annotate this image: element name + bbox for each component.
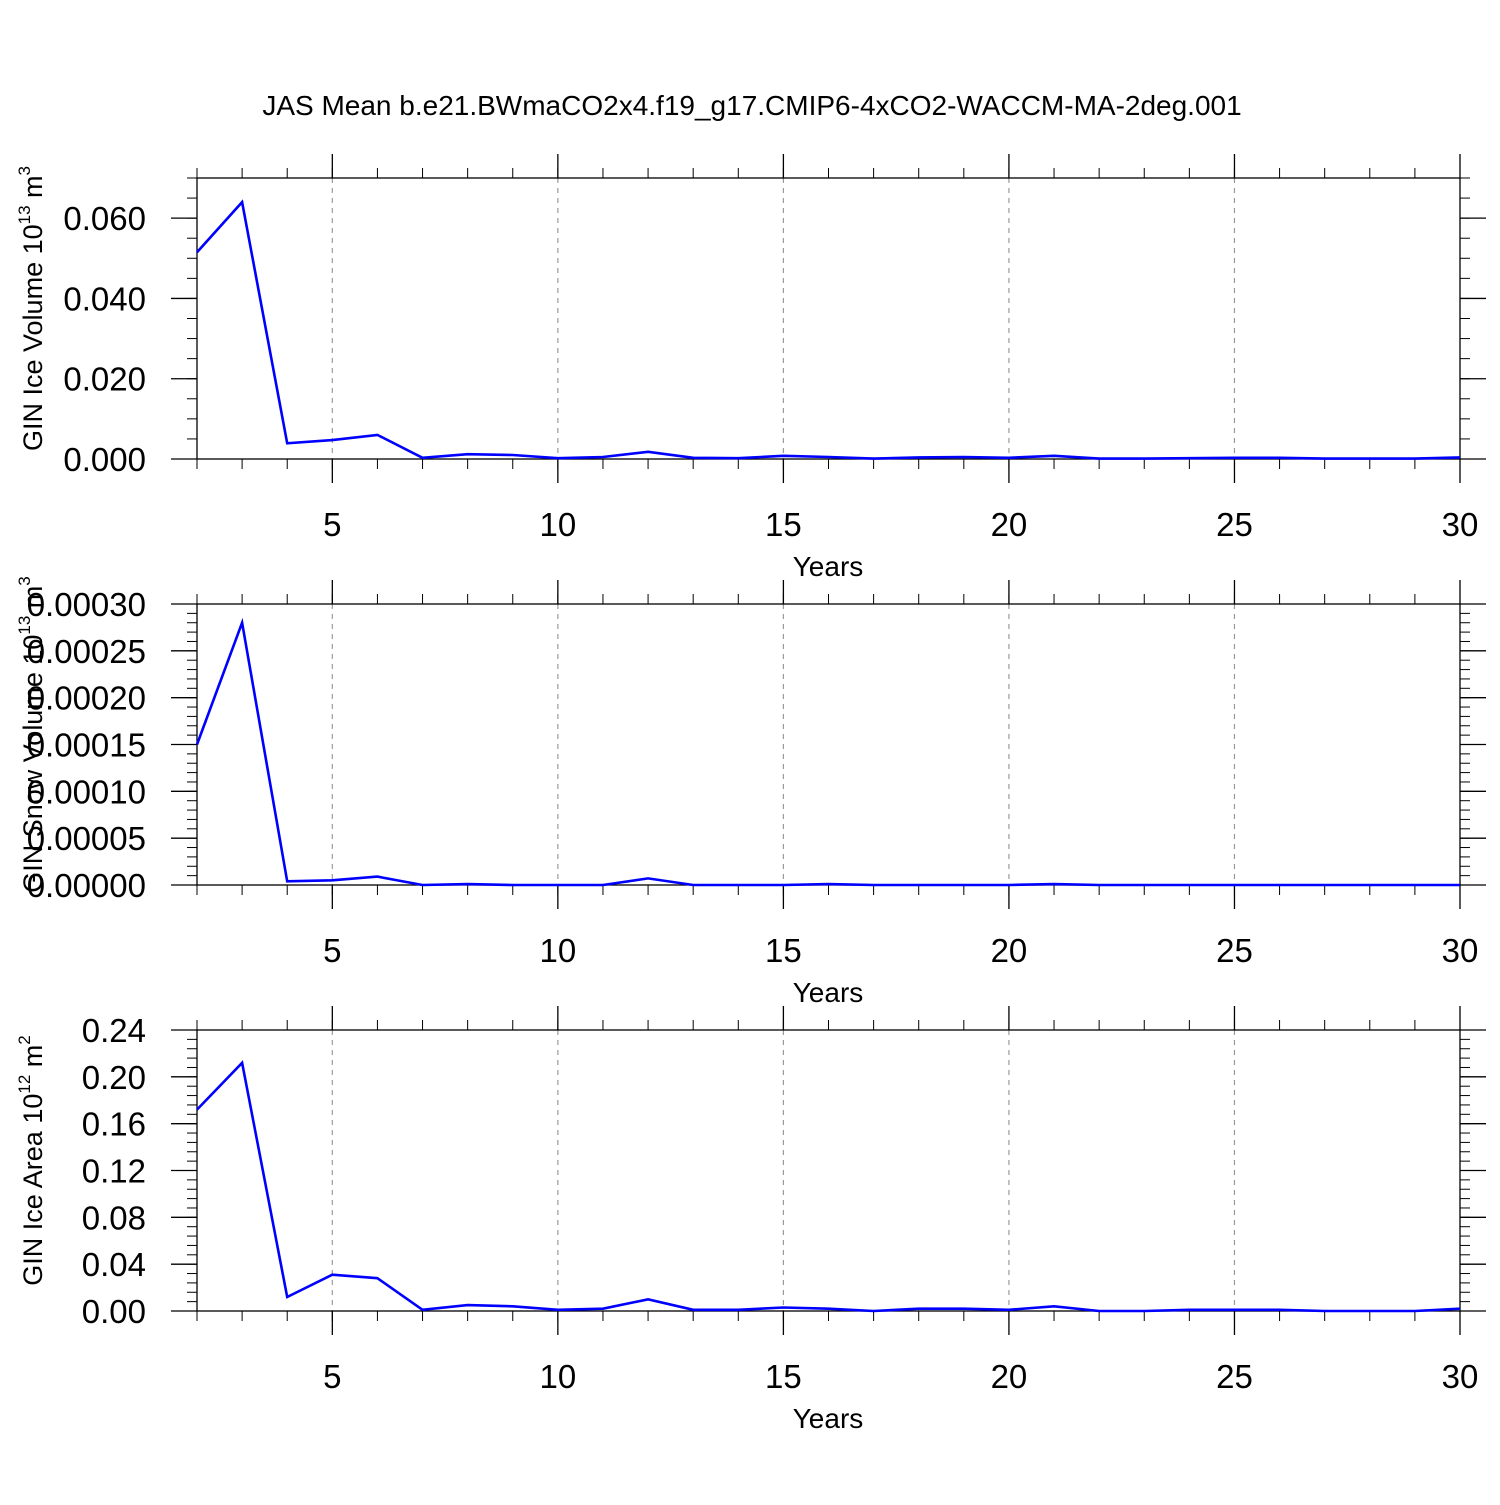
x-tick-label: 10 xyxy=(539,506,576,543)
y-axis-label-superscript: 2 xyxy=(15,1035,34,1044)
x-tick-label: 25 xyxy=(1216,506,1253,543)
x-tick-label: 20 xyxy=(991,932,1028,969)
x-tick-label: 25 xyxy=(1216,932,1253,969)
y-axis-label-superscript: 13 xyxy=(15,205,34,224)
y-axis-label-part: GIN Ice Volume 10 xyxy=(18,224,48,451)
y-axis-label-superscript: 12 xyxy=(15,1075,34,1094)
plot-frame xyxy=(196,603,1461,886)
series-line xyxy=(196,1060,1461,1313)
y-axis-label-part: m xyxy=(18,586,48,616)
x-tick-label: 15 xyxy=(765,506,802,543)
y-tick-label: 0.00000 xyxy=(27,867,146,904)
x-tick-label: 10 xyxy=(539,1358,576,1395)
x-tick-label: 10 xyxy=(539,932,576,969)
y-tick-label: 0.060 xyxy=(63,200,146,237)
y-tick-label: 0.000 xyxy=(63,441,146,478)
x-tick-label: 5 xyxy=(323,1358,341,1395)
x-tick-label: 30 xyxy=(1442,506,1479,543)
y-tick-label: 0.00 xyxy=(82,1293,146,1330)
plot-frame xyxy=(196,1029,1461,1312)
y-axis-label-superscript: 3 xyxy=(15,576,34,585)
y-axis-label-superscript: 3 xyxy=(15,166,34,175)
y-tick-label: 0.00005 xyxy=(27,820,146,857)
y-tick-label: 0.20 xyxy=(82,1059,146,1096)
y-axis-label-part: GIN Ice Area 10 xyxy=(18,1094,48,1286)
y-tick-label: 0.04 xyxy=(82,1246,146,1283)
x-axis-label: Years xyxy=(793,977,864,1008)
y-axis-label-part: m xyxy=(18,1045,48,1075)
x-tick-label: 5 xyxy=(323,506,341,543)
y-axis-label-part: GIN Snow Volume 10 xyxy=(18,635,48,893)
x-tick-label: 15 xyxy=(765,932,802,969)
y-tick-label: 0.08 xyxy=(82,1199,146,1236)
y-tick-label: 0.16 xyxy=(82,1106,146,1143)
figure-title: JAS Mean b.e21.BWmaCO2x4.f19_g17.CMIP6-4… xyxy=(262,90,1241,121)
x-tick-label: 25 xyxy=(1216,1358,1253,1395)
series-line xyxy=(195,617,1460,887)
y-tick-label: 0.00025 xyxy=(27,633,146,670)
x-tick-label: 15 xyxy=(765,1358,802,1395)
y-axis-label-superscript: 13 xyxy=(15,616,34,635)
y-tick-label: 0.00020 xyxy=(27,680,146,717)
y-axis-label: GIN Ice Area 1012 m2 xyxy=(15,1035,48,1286)
y-axis-label: GIN Ice Volume 1013 m3 xyxy=(15,166,48,451)
chart-panel-1: 5 10 15 20 25 30 0.000 0.020 0.040 0.060 Years GIN … xyxy=(15,154,1486,582)
y-tick-label: 0.24 xyxy=(82,1012,146,1049)
y-tick-label: 0.00015 xyxy=(27,727,146,764)
y-tick-label: 0.020 xyxy=(63,361,146,398)
chart-panel-3: 5 10 15 20 25 30 0.00 0.04 0.08 0.12 0.16 0.20 0.24 Y… xyxy=(15,1006,1486,1434)
x-tick-label: 5 xyxy=(323,932,341,969)
y-tick-label: 0.040 xyxy=(63,280,146,317)
y-axis-label: GIN Snow Volume 1013 m3 xyxy=(15,576,48,893)
chart-panel-2: 5 10 15 20 25 30 0.00000 0.00005 0.00010 0.00015 0… xyxy=(15,576,1486,1008)
x-tick-label: 20 xyxy=(991,1358,1028,1395)
y-tick-label: 0.12 xyxy=(82,1153,146,1190)
x-tick-label: 30 xyxy=(1442,932,1479,969)
y-axis-label-part: m xyxy=(18,175,48,205)
series-line xyxy=(196,199,1461,460)
x-tick-label: 20 xyxy=(991,506,1028,543)
y-tick-label: 0.00010 xyxy=(27,773,146,810)
plot-frame xyxy=(196,177,1461,460)
x-axis-label: Years xyxy=(793,1403,864,1434)
x-tick-label: 30 xyxy=(1442,1358,1479,1395)
y-tick-label: 0.00030 xyxy=(27,586,146,623)
x-axis-label: Years xyxy=(793,551,864,582)
